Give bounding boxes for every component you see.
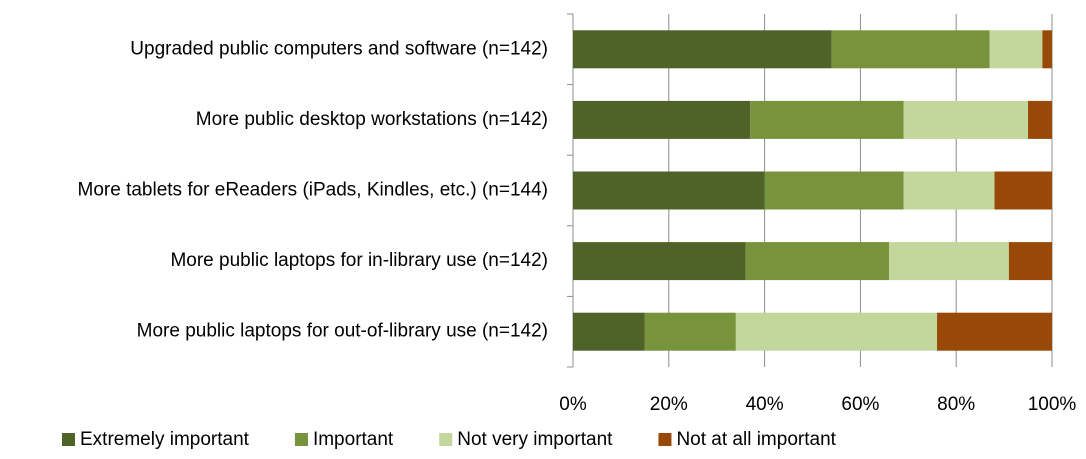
bar-segment	[903, 100, 1029, 139]
category-label: More public laptops for out-of-library u…	[137, 321, 548, 342]
bar-segment	[1028, 100, 1052, 139]
x-tick-label: 40%	[746, 394, 784, 415]
bar-segment	[745, 242, 890, 281]
legend-label: Not very important	[457, 429, 613, 450]
bar-segment	[903, 171, 995, 210]
legend-swatch	[439, 433, 453, 446]
bar-segment	[573, 100, 751, 139]
legend-label: Not at all important	[676, 429, 836, 450]
bar-segment	[573, 171, 765, 210]
legend-label: Extremely important	[80, 429, 250, 450]
x-tick-label: 0%	[559, 394, 587, 415]
x-tick-label: 60%	[841, 394, 879, 415]
bar-segment	[1042, 30, 1052, 69]
bar-segment	[644, 312, 736, 351]
x-tick-label: 20%	[650, 394, 688, 415]
category-label: More tablets for eReaders (iPads, Kindle…	[78, 180, 548, 201]
x-tick-label: 80%	[937, 394, 975, 415]
category-label: More public desktop workstations (n=142)	[196, 109, 548, 130]
category-label: More public laptops for in-library use (…	[170, 250, 548, 271]
category-label: Upgraded public computers and software (…	[130, 38, 548, 59]
bar-segment	[573, 30, 832, 69]
bar-segment	[1008, 242, 1052, 281]
legend-swatch	[62, 433, 75, 446]
bar-segment	[994, 171, 1052, 210]
bar-segment	[573, 242, 746, 281]
bar-segment	[735, 312, 938, 351]
bar-segment	[989, 30, 1043, 69]
legend-label: Important	[313, 429, 394, 450]
x-tick-label: 100%	[1028, 394, 1077, 415]
bar-segment	[937, 312, 1052, 351]
bar-segment	[889, 242, 1009, 281]
bar-segment	[831, 30, 990, 69]
bar-segment	[764, 171, 904, 210]
bar-segment	[750, 100, 904, 139]
bar-segment	[573, 312, 645, 351]
legend-swatch	[658, 433, 672, 446]
legend-swatch	[294, 433, 308, 446]
